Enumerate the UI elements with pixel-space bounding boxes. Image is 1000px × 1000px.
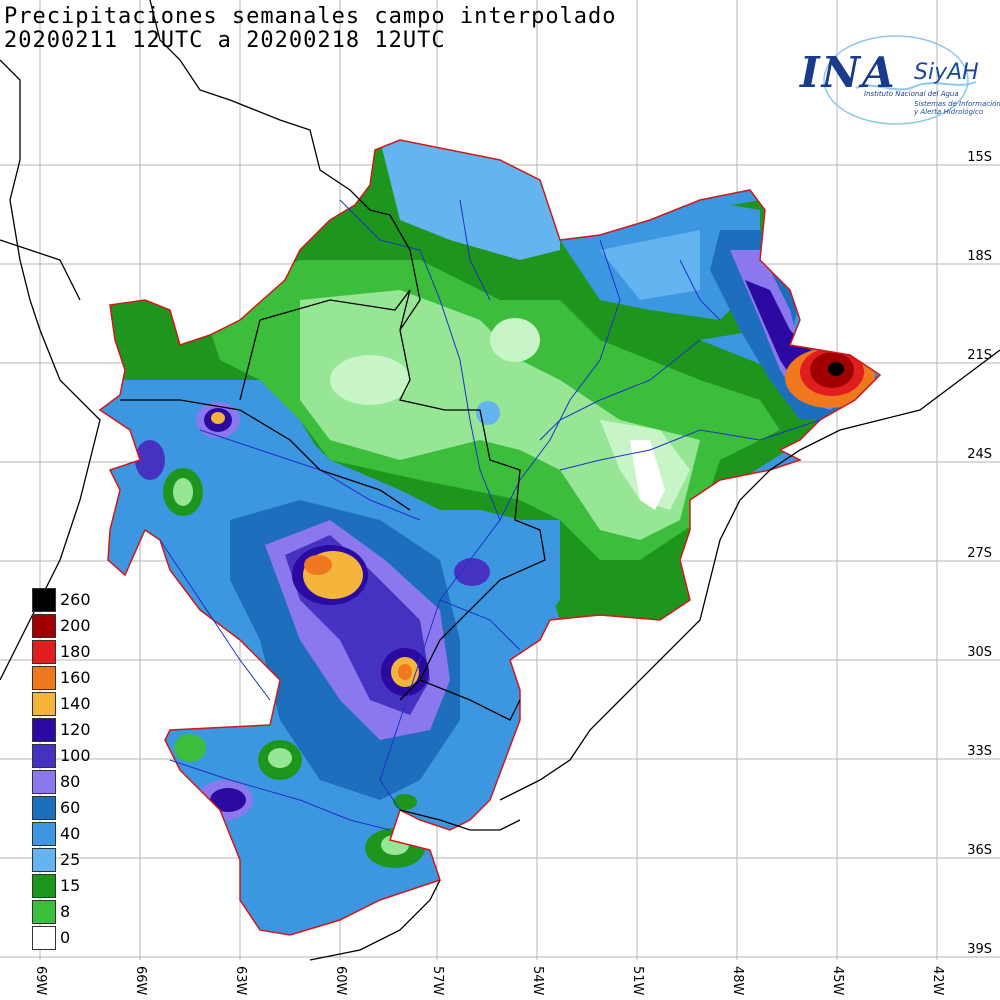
legend-label: 200: [60, 616, 91, 635]
latitude-label: 24S: [967, 447, 992, 462]
legend-swatch: [32, 666, 56, 690]
longitude-label: 66W: [133, 966, 148, 996]
latitude-label: 27S: [967, 546, 992, 561]
latitude-label: 36S: [967, 843, 992, 858]
longitude-label: 51W: [630, 966, 645, 996]
legend-swatch: [32, 692, 56, 716]
latitude-label: 18S: [967, 249, 992, 264]
ina-siyah-logo: INA SiyAH Instituto Nacional del Agua Si…: [796, 30, 1000, 130]
longitude-label: 63W: [233, 966, 248, 996]
legend-swatch: [32, 848, 56, 872]
legend-label: 260: [60, 590, 91, 609]
longitude-label: 57W: [430, 966, 445, 996]
logo-subtitle-ina: Instituto Nacional del Agua: [864, 90, 959, 98]
legend-label: 8: [60, 902, 71, 921]
legend-label: 80: [60, 772, 81, 791]
longitude-label: 45W: [830, 966, 845, 996]
legend-label: 15: [60, 876, 81, 895]
legend-swatch: [32, 588, 56, 612]
legend-swatch: [32, 874, 56, 898]
borders: [0, 0, 1000, 961]
logo-subtitle-siyah: Sistemas de Información y Alerta Hidroló…: [914, 100, 1000, 116]
legend-label: 60: [60, 798, 81, 817]
legend-label: 120: [60, 720, 91, 739]
latitude-label: 15S: [967, 150, 992, 165]
legend-label: 0: [60, 928, 71, 947]
latitude-label: 30S: [967, 645, 992, 660]
legend-swatch: [32, 770, 56, 794]
longitude-label: 48W: [730, 966, 745, 996]
legend-swatch: [32, 718, 56, 742]
legend-swatch: [32, 614, 56, 638]
logo-ina: INA: [800, 48, 897, 97]
latitude-label: 21S: [967, 348, 992, 363]
legend-label: 180: [60, 642, 91, 661]
map-date-range: 20200211 12UTC a 20200218 12UTC: [4, 28, 446, 53]
longitude-label: 42W: [930, 966, 945, 996]
map-title: Precipitaciones semanales campo interpol…: [4, 4, 617, 29]
legend-swatch: [32, 640, 56, 664]
latitude-label: 39S: [967, 942, 992, 957]
legend-swatch: [32, 796, 56, 820]
legend-swatch: [32, 926, 56, 950]
legend-label: 100: [60, 746, 91, 765]
legend-swatch: [32, 822, 56, 846]
legend-label: 160: [60, 668, 91, 687]
longitude-label: 54W: [530, 966, 545, 996]
legend-label: 140: [60, 694, 91, 713]
rivers: [159, 199, 821, 831]
longitude-label: 69W: [33, 966, 48, 996]
legend-label: 40: [60, 824, 81, 843]
longitude-label: 60W: [333, 966, 348, 996]
legend-swatch: [32, 744, 56, 768]
logo-siyah: SiyAH: [914, 60, 979, 85]
legend-swatch: [32, 900, 56, 924]
legend-label: 25: [60, 850, 81, 869]
latitude-label: 33S: [967, 744, 992, 759]
